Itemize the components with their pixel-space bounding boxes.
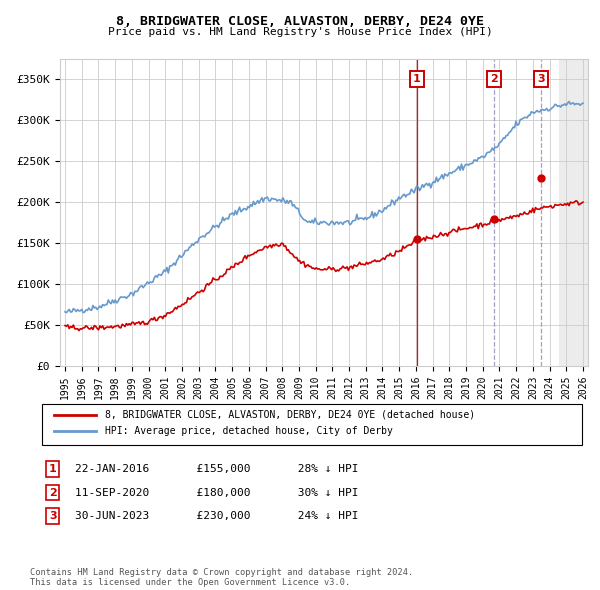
Text: Price paid vs. HM Land Registry's House Price Index (HPI): Price paid vs. HM Land Registry's House … [107, 27, 493, 37]
Text: 22-JAN-2016       £155,000       28% ↓ HPI: 22-JAN-2016 £155,000 28% ↓ HPI [75, 464, 359, 474]
Bar [559, 59, 592, 366]
Text: HPI: Average price, detached house, City of Derby: HPI: Average price, detached house, City… [105, 427, 393, 436]
Text: 3: 3 [538, 74, 545, 84]
Text: 30-JUN-2023       £230,000       24% ↓ HPI: 30-JUN-2023 £230,000 24% ↓ HPI [75, 512, 359, 521]
Text: 2: 2 [49, 488, 56, 497]
Text: 3: 3 [49, 512, 56, 521]
Text: Contains HM Land Registry data © Crown copyright and database right 2024.
This d: Contains HM Land Registry data © Crown c… [30, 568, 413, 587]
Text: 11-SEP-2020       £180,000       30% ↓ HPI: 11-SEP-2020 £180,000 30% ↓ HPI [75, 488, 359, 497]
Text: 1: 1 [413, 74, 421, 84]
Text: 8, BRIDGWATER CLOSE, ALVASTON, DERBY, DE24 0YE (detached house): 8, BRIDGWATER CLOSE, ALVASTON, DERBY, DE… [105, 410, 475, 419]
Text: 2: 2 [491, 74, 499, 84]
Text: 8, BRIDGWATER CLOSE, ALVASTON, DERBY, DE24 0YE: 8, BRIDGWATER CLOSE, ALVASTON, DERBY, DE… [116, 15, 484, 28]
Text: 1: 1 [49, 464, 56, 474]
